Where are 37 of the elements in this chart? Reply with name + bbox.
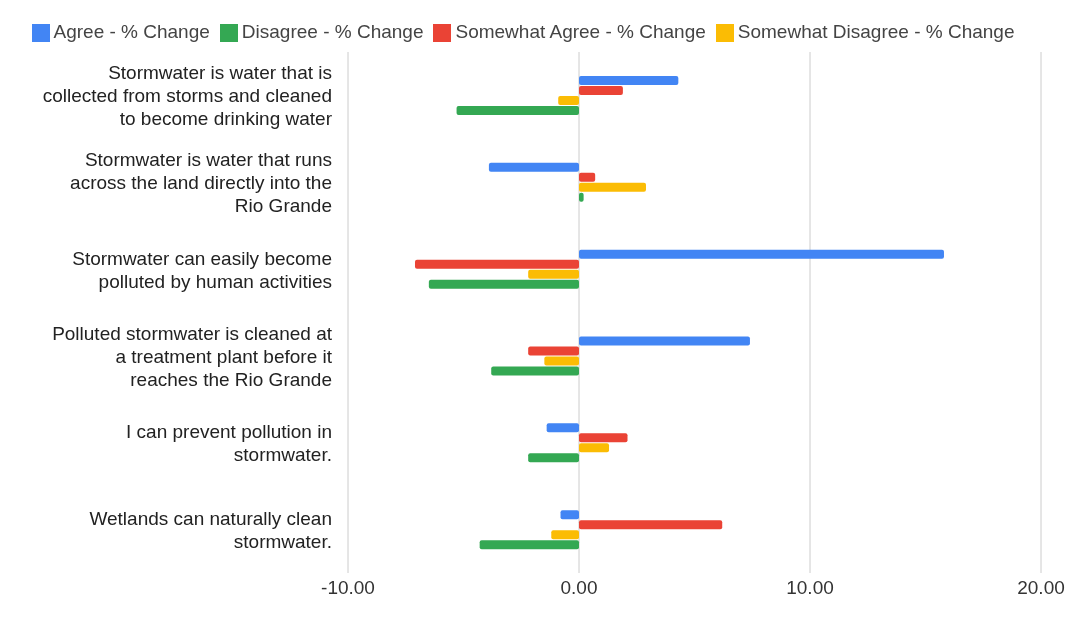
x-tick-label: -10.00 xyxy=(321,577,375,599)
bar xyxy=(558,96,579,105)
bar xyxy=(579,443,610,453)
legend-label: Somewhat Disagree - % Change xyxy=(737,21,1015,42)
bar xyxy=(456,106,579,115)
y-tick-label: Stormwater can easily become polluted by human activities xyxy=(72,247,332,292)
bar xyxy=(579,182,646,192)
bar xyxy=(579,86,623,95)
bar xyxy=(579,172,596,182)
x-tick-label: 20.00 xyxy=(1017,577,1065,599)
bar xyxy=(491,366,579,376)
bar xyxy=(579,76,679,85)
bar xyxy=(528,269,579,279)
bar xyxy=(560,510,579,520)
legend-label: Somewhat Agree - % Change xyxy=(455,21,706,42)
bar xyxy=(488,162,579,172)
x-tick-label: 0.00 xyxy=(560,577,598,599)
bar xyxy=(551,530,579,540)
bar xyxy=(528,453,579,463)
bar xyxy=(414,259,579,269)
y-tick-label: I can prevent pollution in stormwater. xyxy=(126,421,332,466)
bar xyxy=(544,356,579,366)
bar xyxy=(528,346,579,356)
bar xyxy=(579,520,723,530)
y-tick-label: Wetlands can naturally clean stormwater. xyxy=(89,508,332,553)
bar xyxy=(579,249,944,259)
bar xyxy=(428,279,579,289)
bar xyxy=(479,540,579,550)
bar xyxy=(546,423,579,433)
legend-label: Agree - % Change xyxy=(53,21,210,42)
y-tick-label: Stormwater is water that is collected from storms and cleaned to become drinking water xyxy=(42,62,333,130)
bar xyxy=(579,336,750,346)
bar xyxy=(579,433,628,443)
legend-label: Disagree - % Change xyxy=(241,21,424,42)
x-tick-label: 10.00 xyxy=(786,577,834,599)
y-tick-label: Polluted stormwater is cleaned at a treatment plant before it reaches the Rio Grande xyxy=(52,322,333,390)
y-tick-label: Stormwater is water that runs across the land directly into the Rio Grande xyxy=(70,149,332,217)
